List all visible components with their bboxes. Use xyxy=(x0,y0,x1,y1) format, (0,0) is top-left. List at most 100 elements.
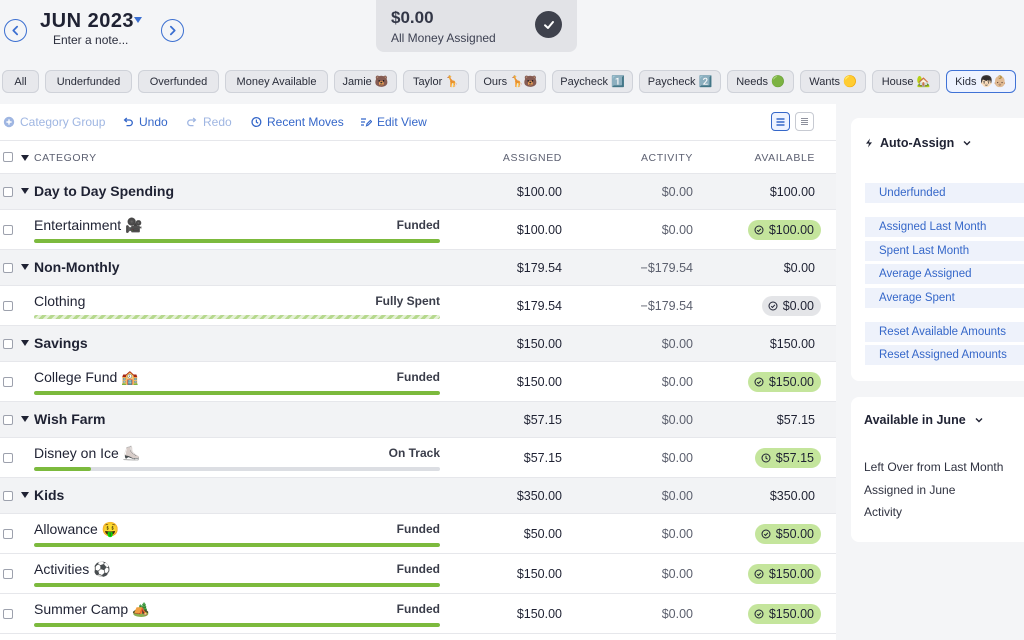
undo-button[interactable]: Undo xyxy=(122,114,168,130)
row-checkbox[interactable] xyxy=(3,225,13,235)
auto-assign-average-assigned[interactable]: Average Assigned xyxy=(865,264,1024,284)
filter-ours[interactable]: Ours 🦒🐻 xyxy=(475,70,546,93)
available-pill[interactable]: $57.15 xyxy=(754,448,821,468)
assigned-input[interactable]: $150.00 xyxy=(516,567,562,581)
category-group-row[interactable]: Wish Farm $57.15 $0.00 $57.15 xyxy=(0,402,836,438)
previous-month-button[interactable] xyxy=(4,19,27,42)
assigned-input[interactable]: $50.00 xyxy=(523,527,562,541)
month-note-input[interactable]: Enter a note... xyxy=(53,33,129,47)
auto-assign-reset-available[interactable]: Reset Available Amounts xyxy=(865,322,1024,342)
available-pill[interactable]: $100.00 xyxy=(747,220,821,240)
category-name[interactable]: Disney on Ice ⛸️ xyxy=(34,445,141,461)
next-month-button[interactable] xyxy=(161,19,184,42)
filter-money-available[interactable]: Money Available xyxy=(225,70,328,93)
auto-assign-spent-last-month[interactable]: Spent Last Month xyxy=(865,241,1024,261)
category-group-row[interactable]: Non-Monthly $179.54 −$179.54 $0.00 xyxy=(0,250,836,286)
select-all-checkbox[interactable] xyxy=(3,152,13,162)
add-category-group-button[interactable]: Category Group xyxy=(3,114,105,130)
auto-assign-header[interactable]: Auto-Assign xyxy=(864,136,972,150)
filter-all[interactable]: All xyxy=(2,70,39,93)
category-row[interactable]: Disney on Ice ⛸️ On Track $57.15 $0.00 $57.1… xyxy=(0,438,836,478)
row-checkbox[interactable] xyxy=(3,453,13,463)
category-row[interactable]: Entertainment 🎥 Funded $100.00 $0.00 $100.00 xyxy=(0,210,836,250)
redo-button[interactable]: Redo xyxy=(186,114,232,130)
assigned-input[interactable]: $150.00 xyxy=(516,607,562,621)
auto-assign-reset-assigned[interactable]: Reset Assigned Amounts xyxy=(865,345,1024,365)
compact-view-button[interactable] xyxy=(795,112,814,131)
category-name[interactable]: Allowance 🤑 xyxy=(34,521,120,537)
filter-jamie[interactable]: Jamie 🐻 xyxy=(334,70,397,93)
filter-paycheck-2[interactable]: Paycheck 2️⃣ xyxy=(639,70,721,93)
column-header-category[interactable]: CATEGORY xyxy=(34,152,97,164)
category-name[interactable]: Summer Camp 🏕️ xyxy=(34,601,150,617)
group-name[interactable]: Kids xyxy=(34,487,65,503)
assigned-input[interactable]: $100.00 xyxy=(516,223,562,237)
collapse-group-caret-icon[interactable] xyxy=(21,264,29,270)
row-checkbox[interactable] xyxy=(3,377,13,387)
activity-value[interactable]: −$179.54 xyxy=(640,299,693,313)
row-checkbox[interactable] xyxy=(3,263,13,273)
auto-assign-average-spent[interactable]: Average Spent xyxy=(865,288,1024,308)
filter-kids[interactable]: Kids 👦🏻👶🏼 xyxy=(946,70,1016,93)
filter-needs[interactable]: Needs 🟢 xyxy=(727,70,794,93)
group-name[interactable]: Savings xyxy=(34,335,88,351)
assigned-input[interactable]: $150.00 xyxy=(516,375,562,389)
activity-value[interactable]: $0.00 xyxy=(661,375,693,389)
category-group-row[interactable]: Kids $350.00 $0.00 $350.00 xyxy=(0,478,836,514)
category-name[interactable]: Entertainment 🎥 xyxy=(34,217,143,233)
collapse-group-caret-icon[interactable] xyxy=(21,340,29,346)
group-name[interactable]: Wish Farm xyxy=(34,411,106,427)
activity-value[interactable]: $0.00 xyxy=(661,451,693,465)
edit-view-button[interactable]: Edit View xyxy=(360,114,427,130)
activity-value[interactable]: $0.00 xyxy=(661,527,693,541)
filter-overfunded[interactable]: Overfunded xyxy=(138,70,219,93)
activity-value[interactable]: $0.00 xyxy=(661,223,693,237)
collapse-group-caret-icon[interactable] xyxy=(21,188,29,194)
category-row[interactable]: Clothing Fully Spent $179.54 −$179.54 $0.00 xyxy=(0,286,836,326)
auto-assign-assigned-last-month[interactable]: Assigned Last Month xyxy=(865,217,1024,237)
filter-wants[interactable]: Wants 🟡 xyxy=(800,70,866,93)
row-checkbox[interactable] xyxy=(3,415,13,425)
category-row[interactable]: College Fund 🏫 Funded $150.00 $0.00 $150.00 xyxy=(0,362,836,402)
available-panel-header[interactable]: Available in June xyxy=(864,413,984,427)
recent-moves-button[interactable]: Recent Moves xyxy=(250,114,344,130)
collapse-group-caret-icon[interactable] xyxy=(21,492,29,498)
category-row[interactable]: Activities ⚽ Funded $150.00 $0.00 $150.00 xyxy=(0,554,836,594)
row-checkbox[interactable] xyxy=(3,609,13,619)
available-pill[interactable]: $150.00 xyxy=(747,604,821,624)
category-name[interactable]: Clothing xyxy=(34,293,86,309)
category-name[interactable]: College Fund 🏫 xyxy=(34,369,139,385)
month-title[interactable]: JUN 2023 xyxy=(40,10,135,32)
activity-value[interactable]: $0.00 xyxy=(661,567,693,581)
category-row[interactable]: Allowance 🤑 Funded $50.00 $0.00 $50.00 xyxy=(0,514,836,554)
row-checkbox[interactable] xyxy=(3,339,13,349)
filter-paycheck-1[interactable]: Paycheck 1️⃣ xyxy=(552,70,633,93)
auto-assign-underfunded[interactable]: Underfunded xyxy=(865,183,1024,203)
month-dropdown-caret-icon[interactable] xyxy=(134,17,142,23)
available-pill[interactable]: $150.00 xyxy=(747,564,821,584)
filter-taylor[interactable]: Taylor 🦒 xyxy=(403,70,469,93)
row-checkbox[interactable] xyxy=(3,569,13,579)
row-checkbox[interactable] xyxy=(3,529,13,539)
assigned-input[interactable]: $57.15 xyxy=(523,451,562,465)
row-checkbox[interactable] xyxy=(3,187,13,197)
assigned-input[interactable]: $179.54 xyxy=(516,299,562,313)
collapse-all-caret-icon[interactable] xyxy=(21,155,29,161)
filter-house[interactable]: House 🏡 xyxy=(872,70,940,93)
group-name[interactable]: Non-Monthly xyxy=(34,259,120,275)
expanded-view-button[interactable] xyxy=(771,112,790,131)
row-checkbox[interactable] xyxy=(3,301,13,311)
collapse-group-caret-icon[interactable] xyxy=(21,416,29,422)
category-row[interactable]: Summer Camp 🏕️ Funded $150.00 $0.00 $150.00 xyxy=(0,594,836,634)
available-pill[interactable]: $0.00 xyxy=(761,296,821,316)
category-group-row[interactable]: Day to Day Spending $100.00 $0.00 $100.00 xyxy=(0,174,836,210)
row-checkbox[interactable] xyxy=(3,491,13,501)
filter-underfunded[interactable]: Underfunded xyxy=(45,70,132,93)
group-name[interactable]: Day to Day Spending xyxy=(34,183,175,199)
category-name[interactable]: Activities ⚽ xyxy=(34,561,111,577)
available-pill[interactable]: $150.00 xyxy=(747,372,821,392)
category-group-row[interactable]: Savings $150.00 $0.00 $150.00 xyxy=(0,326,836,362)
ready-to-assign-box[interactable]: $0.00 All Money Assigned xyxy=(376,0,577,52)
available-pill[interactable]: $50.00 xyxy=(754,524,821,544)
activity-value[interactable]: $0.00 xyxy=(661,607,693,621)
